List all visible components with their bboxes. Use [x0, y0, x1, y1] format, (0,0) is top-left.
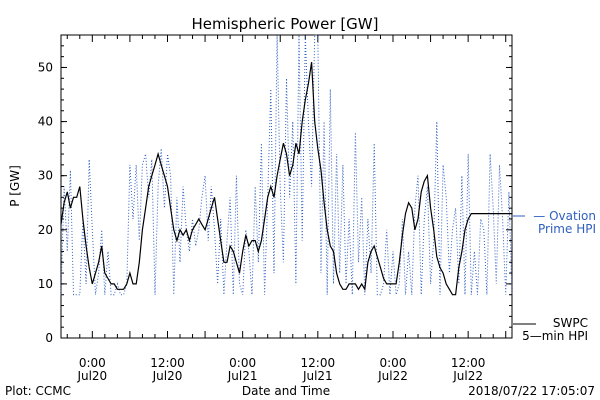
legend-ovation-line2: Prime HPI [538, 222, 596, 236]
x-axis-label: Date and Time [242, 384, 330, 398]
series-layer [60, 34, 513, 296]
x-tick-day-3: Jul21 [302, 369, 333, 383]
chart-title: Hemispheric Power [GW] [192, 15, 379, 33]
x-tick-time-3: 12:00 [301, 356, 336, 370]
footer-right: 2018/07/22 17:05:07 [468, 384, 595, 398]
legend-swpc-line2: 5—min HPI [522, 329, 588, 343]
x-tick-time-0: 0:00 [79, 356, 106, 370]
y-tick-label-2: 20 [38, 223, 53, 237]
x-tick-day-1: Jul20 [152, 369, 183, 383]
x-axis: 0:00Jul2012:00Jul200:00Jul2112:00Jul210:… [66, 35, 507, 383]
footer-left: Plot: CCMC [5, 384, 71, 398]
x-tick-day-0: Jul20 [76, 369, 107, 383]
y-axis-label: P [GW] [8, 165, 22, 207]
x-tick-time-5: 12:00 [451, 356, 486, 370]
y-tick-label-1: 10 [38, 277, 53, 291]
y-tick-label-0: 0 [45, 331, 53, 345]
y-tick-label-3: 30 [38, 169, 53, 183]
x-tick-time-4: 0:00 [380, 356, 407, 370]
x-tick-day-2: Jul21 [227, 369, 258, 383]
legend-swpc-line1: SWPC [553, 316, 588, 330]
series-line-1 [60, 62, 512, 296]
y-tick-label-4: 40 [38, 115, 53, 129]
x-tick-day-4: Jul22 [377, 369, 408, 383]
x-tick-time-2: 0:00 [229, 356, 256, 370]
y-axis: 0 10 20 30 40 50 [38, 34, 512, 345]
series-line-0 [60, 34, 513, 296]
x-tick-time-1: 12:00 [150, 356, 185, 370]
y-tick-label-5: 50 [38, 60, 53, 74]
legend-ovation-line1: — Ovation [533, 209, 596, 223]
x-tick-day-5: Jul22 [452, 369, 483, 383]
